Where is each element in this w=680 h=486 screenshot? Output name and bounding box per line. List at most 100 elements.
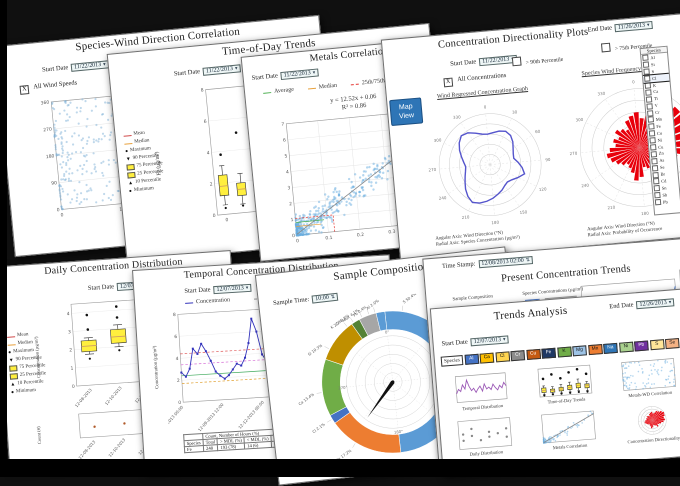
svg-text:0: 0 [632,79,635,84]
start-date-label: Start Date [174,68,201,77]
legend-symbol-icon [9,365,17,372]
species-chip[interactable]: Cu [526,349,541,360]
species-chip[interactable]: S [649,339,664,350]
thumb-tod-chart[interactable] [536,363,594,399]
legend-symbol-icon [308,87,316,89]
legend-symbol-icon [185,302,193,303]
svg-text:4: 4 [207,150,211,156]
species-name: Ca [653,89,658,94]
svg-text:300: 300 [434,137,442,143]
species-name: Cl [652,75,657,80]
checkbox-icon [645,82,652,89]
svg-text:330: 330 [597,91,605,97]
species-chip[interactable]: Pb [634,340,649,351]
start-date-value: 12/07/2013 [474,337,502,345]
calendar-dropdown-icon: ▾ [647,23,650,28]
species-chip[interactable]: Se [665,338,680,349]
svg-text:12-10-2013: 12-10-2013 [107,437,126,458]
svg-text:270: 270 [43,127,52,134]
y-axis-label-2: Count (#) [36,426,42,444]
p90-percentile-checkbox[interactable]: > 90th Percentile [512,53,564,67]
checkbox-icon [654,192,661,199]
svg-text:210: 210 [462,214,470,220]
map-view-button[interactable]: Map View [389,97,423,126]
start-date-label: Start Date [184,286,211,295]
svg-text:12-09-2013 12:00: 12-09-2013 12:00 [197,402,225,433]
checkbox-icon [651,158,658,165]
svg-text:2: 2 [177,378,180,384]
svg-text:Pb 0.4%: Pb 0.4% [352,304,368,318]
right-polar-caption: Angular Axis: Wind Direction (°N) Radial… [587,221,663,239]
sample-time-value: 10:00 [315,295,329,303]
svg-text:120: 120 [539,186,547,192]
start-date-label: Start Date [450,58,477,67]
left-polar-title: Wind Regressed Concentration Graph [437,86,528,100]
species-chip[interactable]: K [557,347,572,358]
species-chip[interactable]: Cr [510,350,525,361]
svg-text:0: 0 [484,104,487,109]
species-chip[interactable]: Fe [541,348,556,359]
all-concentrations-checkbox[interactable]: X All Concentrations [443,72,507,87]
legend-item: Average [263,87,294,96]
thumb-temporal-chart[interactable] [452,370,510,406]
species-chip[interactable]: Mg [572,345,587,356]
time-stamp-value: 12/08/2013 02:00 [481,258,524,267]
checkbox-icon [650,144,657,151]
species-name: Ti [654,96,658,101]
sample-time-label: Sample Time: [273,296,310,307]
start-date-value: 12/07/2013 [216,285,244,293]
svg-text:180: 180 [491,220,499,226]
svg-text:Si 10.3%: Si 10.3% [307,343,324,357]
species-chip[interactable]: Ca [480,353,495,364]
species-chip[interactable]: Ni [619,342,634,353]
legend-symbol-icon [10,373,18,380]
thumb-mwd-chart[interactable] [619,356,677,392]
species-chip[interactable]: Cl [495,351,510,362]
species-name: Se [660,165,665,170]
svg-text:3: 3 [287,185,291,191]
species-name: Zn [659,151,664,156]
checkbox-icon: X [20,85,30,95]
svg-text:0: 0 [225,217,229,223]
svg-text:2: 2 [69,347,72,353]
species-list-item[interactable]: Pb [654,197,680,206]
legend-symbol-icon [124,135,132,137]
thumb-directionality-chart[interactable] [623,402,680,438]
species-name: Si [651,62,655,67]
svg-text:12-12-2013 00:00: 12-12-2013 00:00 [237,399,265,430]
svg-text:4: 4 [67,311,70,317]
checkbox-label: All Wind Speeds [33,79,78,90]
start-date-value: 11/22/2013 [74,62,102,71]
species-chip[interactable]: Al [464,354,479,365]
legend-label: Minimum [134,185,155,195]
species-name: Cd [661,178,667,183]
checkbox-icon [648,124,655,131]
legend-label: Minimum [16,387,37,396]
thumb-metals-chart[interactable] [539,409,597,445]
svg-text:Al 2.0%: Al 2.0% [365,298,380,311]
species-chip[interactable]: Mn [588,344,603,355]
svg-text:12-08-2013: 12-08-2013 [77,439,96,460]
left-polar-caption: Angular Axis: Wind Direction (°N) Radial… [435,229,520,248]
svg-text:S 50.4%: S 50.4% [402,291,418,305]
legend-symbol-icon [127,172,136,179]
legend-label: Average [274,87,294,95]
table-cell: 248 [203,445,218,452]
species-chip[interactable]: Na [603,343,618,354]
svg-text:7: 7 [281,121,285,127]
start-date-label: Start Date [88,283,115,292]
time-stamp-field[interactable]: Time Stamp:12/08/2013 02:00⇅ [442,256,534,271]
checkbox-icon [642,55,649,62]
calendar-dropdown-icon: ▾ [235,67,238,72]
thumb-daily-chart[interactable] [456,415,514,451]
legend-item: Concentration [185,297,230,306]
all-wind-speeds-checkbox[interactable]: X All Wind Speeds [19,79,77,94]
species-name: As [659,158,664,163]
